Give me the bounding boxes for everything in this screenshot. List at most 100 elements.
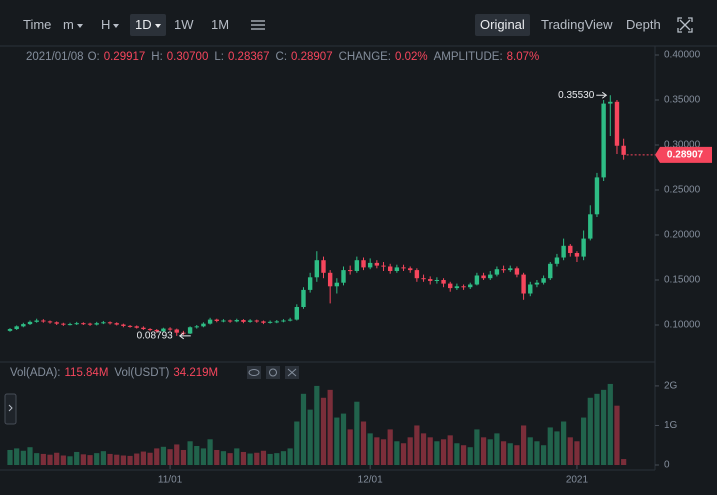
candle-body (434, 280, 440, 281)
volume-bar (34, 453, 40, 465)
candle-body (134, 326, 139, 328)
volume-bar (487, 439, 493, 465)
volume-icons[interactable] (247, 366, 299, 379)
candle-body (161, 328, 166, 332)
volume-bar (581, 417, 587, 465)
volume-bar (160, 446, 167, 465)
fullscreen-icon[interactable] (677, 17, 693, 33)
volume-bar (467, 447, 473, 465)
interval-button[interactable]: H (96, 14, 124, 36)
volume-bar (520, 425, 527, 465)
interval-button[interactable]: 1M (211, 17, 230, 32)
candle-body (528, 284, 533, 294)
volume-bar (27, 447, 33, 465)
y-tick-label: 0.35000 (664, 95, 701, 106)
candle-body (541, 278, 546, 283)
volume-bar (240, 451, 247, 465)
candle-body (387, 266, 393, 271)
candle-body (14, 326, 19, 330)
volume-bar (500, 441, 507, 465)
field-label: O: (87, 51, 100, 63)
candle-body (227, 320, 233, 322)
candle-body (81, 323, 86, 325)
volume-bar (447, 435, 453, 465)
volume-bar (454, 443, 460, 465)
volume-bar (127, 455, 133, 465)
ohlc-info: 2021/01/08 O: 0.29917 H: 0.30700 L: 0.28367 C: 0… (26, 51, 545, 63)
volume-bar (134, 453, 140, 465)
side-toggle[interactable] (4, 393, 17, 425)
candle-body (554, 257, 560, 264)
date: 2021/01/08 (26, 51, 84, 63)
volume-bar (380, 439, 387, 465)
volume-bar (214, 449, 220, 465)
volume-bar (287, 448, 293, 465)
view-button[interactable]: TradingView (541, 17, 613, 32)
candle-body (448, 283, 453, 289)
candle-body (74, 323, 79, 325)
volume-bar (120, 455, 126, 465)
volume-bar (114, 454, 120, 465)
candle-body (194, 326, 199, 328)
candle-body (141, 327, 146, 330)
field-label: L: (214, 51, 224, 63)
volume-bar (40, 453, 46, 465)
volume-bar (320, 397, 327, 465)
candle-body (201, 323, 206, 327)
toolbar: Time m H 1D 1W 1M Original TradingView Depth (0, 0, 717, 50)
candle-body (428, 279, 433, 281)
volume-bar (480, 437, 487, 465)
candle-body (334, 282, 340, 287)
candle-body (301, 289, 306, 307)
volume-bar (174, 444, 180, 465)
volume-info: Vol(ADA): 115.84M Vol(USDT) 34.219M (10, 367, 224, 379)
candle-body (174, 329, 179, 333)
candle-body (474, 275, 480, 285)
interval-button[interactable]: m (58, 14, 88, 36)
candle-body (608, 101, 613, 104)
volume-bar (87, 455, 93, 465)
candle-body (54, 322, 59, 324)
candle-body (121, 324, 126, 326)
volume-bar (360, 421, 367, 465)
candle-body (588, 214, 593, 239)
max-arrowhead (602, 91, 608, 99)
settings-icon[interactable] (251, 20, 265, 30)
volume-bar (227, 453, 233, 465)
interval-button[interactable]: 1W (174, 17, 194, 32)
y-tick-label: 0.20000 (664, 230, 701, 241)
interval-button[interactable]: 1D (130, 14, 166, 36)
candle-body (21, 324, 26, 327)
field-value: 0.02% (395, 51, 428, 63)
candle-body (621, 145, 626, 155)
candle-body (127, 325, 133, 327)
candle-body (521, 274, 526, 294)
interval-button[interactable]: Time (23, 17, 52, 32)
volume-bar (67, 456, 73, 465)
volume-bar (20, 450, 26, 465)
candle-body (27, 321, 33, 325)
x-tick-label: 11/01 (158, 475, 183, 486)
volume-bar (554, 431, 560, 465)
volume-bar (394, 441, 400, 465)
view-button[interactable]: Original (475, 14, 530, 36)
volume-bar (527, 437, 533, 465)
candle-body (581, 238, 586, 257)
volume-bar (274, 453, 280, 465)
volume-bar (54, 452, 60, 465)
candle-body (214, 319, 219, 321)
field-value: 0.28907 (291, 51, 333, 63)
candle-body (321, 260, 326, 273)
view-button[interactable]: Depth (626, 17, 661, 32)
candle-body (307, 277, 313, 290)
candle-body (107, 322, 113, 324)
volume-bar (440, 439, 447, 465)
volume-bar (420, 433, 427, 465)
volume-bar (194, 446, 200, 465)
candle-body (114, 323, 119, 325)
volume-label: Vol(ADA): (10, 367, 61, 379)
volume-bar (47, 454, 53, 465)
candle-body (41, 320, 46, 322)
max-label: 0.35530 (558, 90, 595, 101)
